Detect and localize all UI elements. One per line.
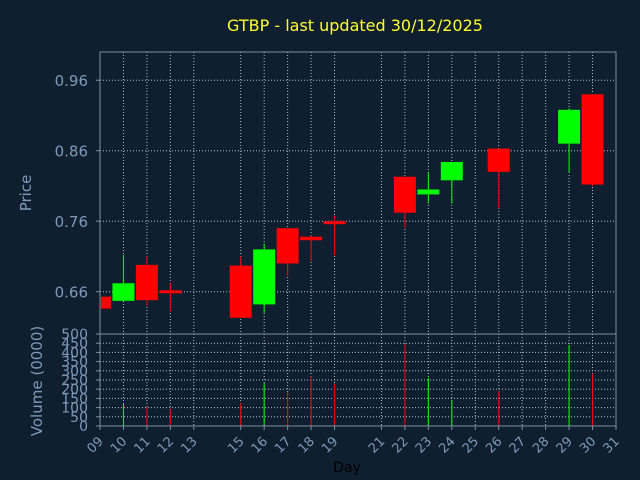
candle: [487, 148, 510, 209]
volume-y-tick-label: 100: [61, 401, 88, 417]
candle-body: [253, 249, 276, 305]
x-tick-label: 15: [225, 434, 247, 456]
x-tick-label: 25: [460, 434, 482, 456]
candle: [276, 228, 299, 276]
volume-axis-label: Volume (0000): [28, 326, 46, 436]
x-axis-ticks: 09 10 11 12 13 15 16 17 18 19 21 22 23 24 25 26 27 28 29 30…: [85, 426, 623, 457]
price-plot-area: [100, 52, 616, 334]
x-tick-label: 13: [178, 434, 200, 456]
x-tick-label: 17: [272, 434, 294, 456]
price-y-tick-label: 0.76: [55, 213, 88, 231]
candle-body: [558, 109, 581, 144]
candle: [581, 94, 604, 186]
volume-y-tick-label: 50: [70, 410, 88, 426]
x-tick-label: 21: [366, 434, 388, 456]
candle-body: [229, 265, 252, 318]
candle-body: [276, 228, 299, 264]
x-tick-label: 29: [554, 434, 576, 456]
volume-y-tick-label: 300: [61, 364, 88, 380]
price-panel: 0.66 0.76 0.86 0.96 Price: [17, 51, 617, 335]
volume-panel-frame: [99, 333, 617, 427]
candle-body: [135, 264, 158, 301]
x-axis-label: Day: [333, 460, 361, 476]
candle-body: [101, 296, 111, 309]
candle: [229, 256, 252, 318]
x-tick-label: 28: [530, 434, 552, 456]
volume-y-tick-label: 500: [61, 327, 88, 343]
candle: [112, 255, 135, 301]
candle: [323, 215, 346, 256]
price-y-tick-label: 0.86: [55, 143, 88, 161]
x-tick-label: 22: [389, 434, 411, 456]
volume-y-tick-label: 250: [61, 373, 88, 389]
price-axis-label: Price: [17, 175, 35, 212]
candle: [440, 161, 463, 204]
volume-y-tick-label: 200: [61, 382, 88, 398]
candle: [135, 256, 158, 306]
candle-body: [159, 290, 182, 294]
candle-body: [487, 148, 510, 172]
x-tick-label: 26: [483, 434, 505, 456]
candle-body: [581, 94, 604, 185]
candle: [159, 283, 182, 312]
candle-body: [393, 176, 416, 213]
volume-y-tick-label: 150: [61, 391, 88, 407]
price-y-ticks: 0.66 0.76 0.86 0.96: [55, 72, 100, 302]
x-tick-label: 18: [296, 434, 318, 456]
x-tick-label: 31: [601, 434, 623, 456]
candle-body: [300, 236, 323, 241]
volume-y-tick-label: 450: [61, 336, 88, 352]
chart-title: GTBP - last updated 30/12/2025: [227, 16, 483, 35]
x-tick-label: 10: [108, 434, 130, 456]
candle: [558, 108, 581, 172]
volume-y-tick-label: 350: [61, 355, 88, 371]
price-y-tick-label: 0.66: [55, 284, 88, 302]
candle: [393, 176, 416, 229]
candle: [417, 171, 440, 204]
candle: [99, 296, 111, 309]
volume-y-tick-label: 400: [61, 345, 88, 361]
candle-body: [112, 283, 135, 301]
x-tick-label: 09: [85, 434, 107, 456]
x-tick-label: 27: [507, 434, 529, 456]
candles: [99, 94, 604, 318]
x-tick-label: 23: [413, 434, 435, 456]
candle: [300, 235, 323, 262]
x-tick-label: 19: [319, 434, 341, 456]
candle-body: [323, 221, 346, 225]
candle: [253, 243, 276, 313]
x-tick-label: 12: [155, 434, 177, 456]
x-tick-label: 30: [577, 434, 599, 456]
candle-body: [440, 161, 463, 181]
volume-bars: [122, 344, 594, 426]
candle-body: [417, 189, 440, 195]
price-y-tick-label: 0.96: [55, 72, 88, 90]
volume-y-tick-label: 0: [79, 419, 88, 435]
x-tick-label: 11: [131, 434, 153, 456]
x-tick-label: 16: [249, 434, 271, 456]
x-tick-label: 24: [436, 434, 458, 456]
